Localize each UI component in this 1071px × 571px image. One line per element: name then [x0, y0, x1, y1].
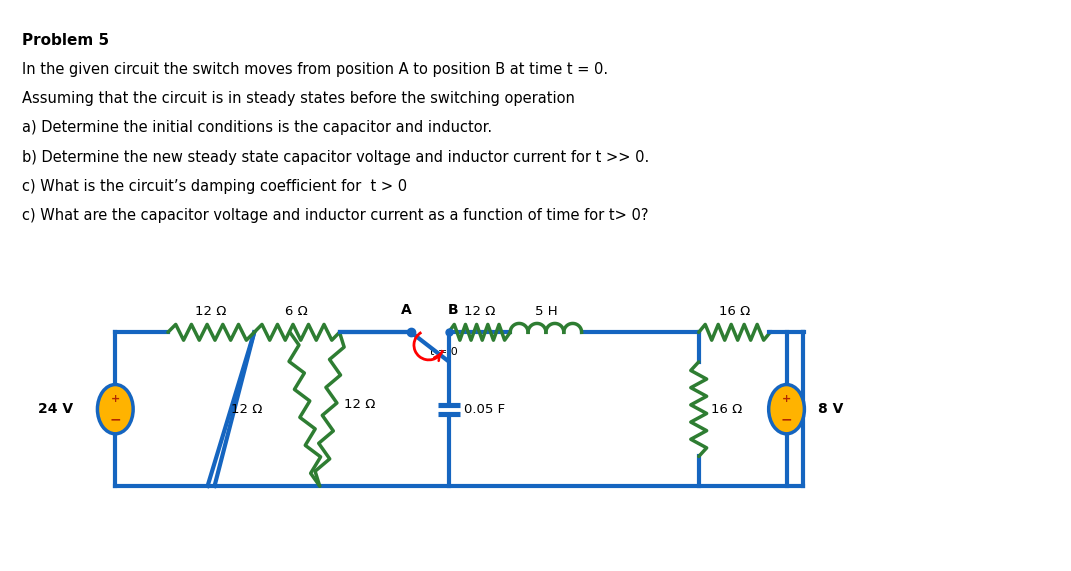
Ellipse shape	[769, 384, 804, 434]
Text: a) Determine the initial conditions is the capacitor and inductor.: a) Determine the initial conditions is t…	[22, 120, 493, 135]
Text: 8 V: 8 V	[818, 402, 844, 416]
Text: c) What is the circuit’s damping coefficient for  t > 0: c) What is the circuit’s damping coeffic…	[22, 179, 407, 194]
Text: 5 H: 5 H	[534, 304, 557, 317]
Text: b) Determine the new steady state capacitor voltage and inductor current for t >: b) Determine the new steady state capaci…	[22, 150, 649, 164]
Text: −: −	[781, 412, 793, 427]
Text: 0.05 F: 0.05 F	[464, 403, 504, 416]
Text: B: B	[448, 303, 458, 316]
Ellipse shape	[97, 384, 133, 434]
Text: In the given circuit the switch moves from position A to position B at time t = : In the given circuit the switch moves fr…	[22, 62, 608, 77]
Text: +: +	[110, 394, 120, 404]
Text: c) What are the capacitor voltage and inductor current as a function of time for: c) What are the capacitor voltage and in…	[22, 208, 649, 223]
Text: 12 Ω: 12 Ω	[195, 304, 227, 317]
Text: 12 Ω: 12 Ω	[345, 398, 376, 411]
Text: 12 Ω: 12 Ω	[230, 403, 262, 416]
Text: 16 Ω: 16 Ω	[719, 304, 750, 317]
Text: 16 Ω: 16 Ω	[711, 403, 742, 416]
Text: +: +	[782, 394, 791, 404]
Text: Assuming that the circuit is in steady states before the switching operation: Assuming that the circuit is in steady s…	[22, 91, 575, 106]
Text: 6 Ω: 6 Ω	[286, 304, 308, 317]
Text: 24 V: 24 V	[39, 402, 74, 416]
Text: Problem 5: Problem 5	[22, 33, 109, 48]
Text: t = 0: t = 0	[429, 347, 457, 357]
Text: A: A	[401, 303, 411, 316]
Text: 12 Ω: 12 Ω	[464, 304, 495, 317]
Text: −: −	[109, 412, 121, 427]
